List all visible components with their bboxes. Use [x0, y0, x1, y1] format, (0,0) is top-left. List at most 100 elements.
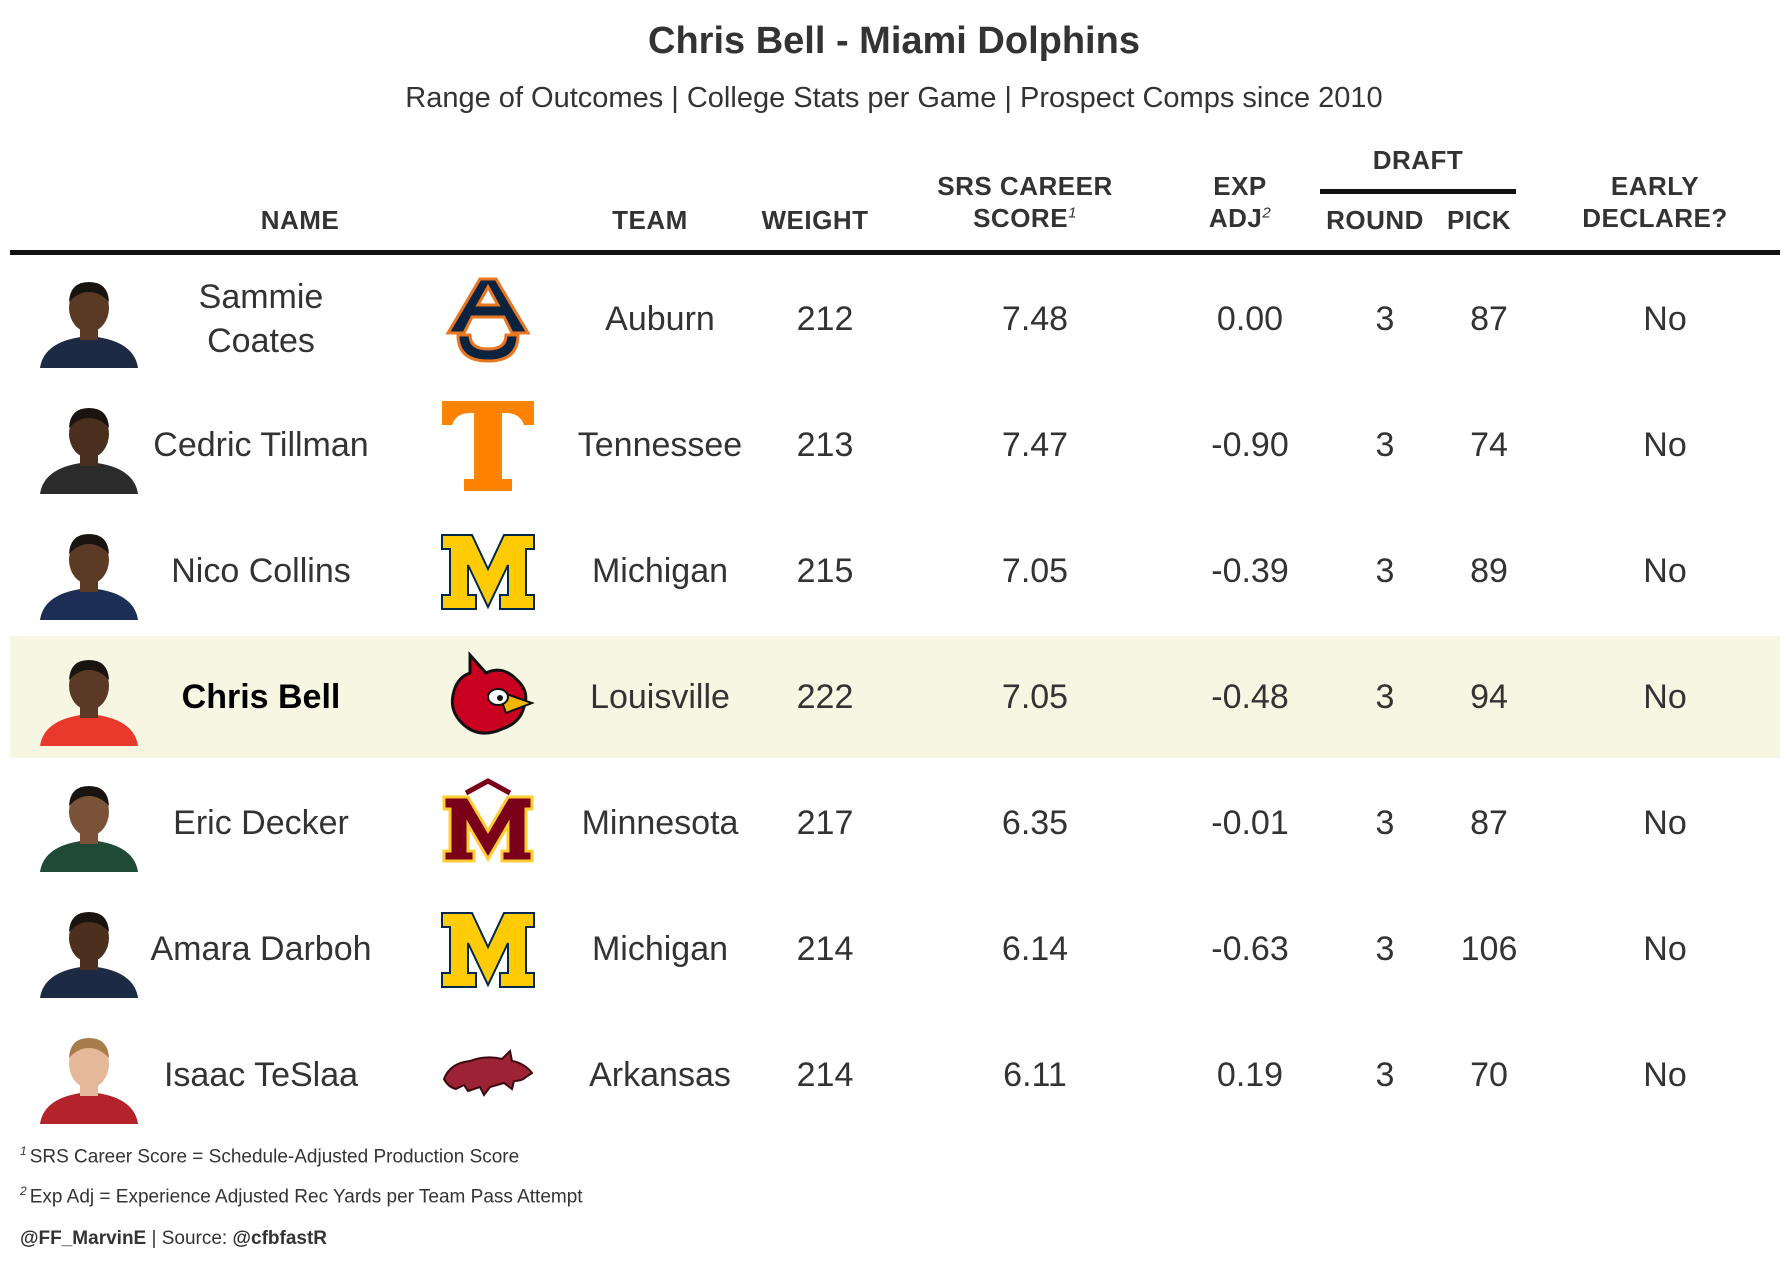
- cell-round: 3: [1375, 299, 1395, 338]
- cell-exp-adj: 0.00: [1216, 299, 1284, 338]
- cell-early: No: [1643, 929, 1687, 968]
- minnesota-logo: [440, 777, 536, 869]
- footnote-mark-1: 1: [1068, 204, 1077, 222]
- cell-srs: 6.14: [1001, 929, 1069, 968]
- header-early-line2: DECLARE?: [1582, 203, 1728, 233]
- cell-early: No: [1643, 677, 1687, 716]
- table-row: Nico Collins Michigan 215 7.05 -0.39 3 89 No: [10, 510, 1780, 632]
- louisville-logo: [440, 651, 536, 743]
- cell-srs: 7.48: [1001, 299, 1069, 338]
- cell-srs: 6.11: [1003, 1055, 1067, 1094]
- cell-team: Michigan: [591, 929, 729, 968]
- cell-round: 3: [1375, 929, 1395, 968]
- page-subtitle: Range of Outcomes | College Stats per Ga…: [405, 82, 1383, 114]
- cell-name: Chris Bell: [181, 678, 341, 716]
- cell-early: No: [1643, 425, 1687, 464]
- cell-weight: 215: [796, 551, 854, 590]
- cell-round: 3: [1375, 551, 1395, 590]
- player-headshot: [30, 522, 148, 620]
- cell-weight: 214: [796, 1055, 854, 1094]
- header-srs-line2: SCORE1: [973, 203, 1077, 233]
- credit-line: @FF_MarvinE | Source: @cfbfastR: [20, 1228, 327, 1250]
- header-exp-line2: ADJ2: [1208, 203, 1272, 233]
- cell-exp-adj: 0.19: [1216, 1055, 1284, 1094]
- cell-name: Cedric Tillman: [153, 426, 369, 464]
- cell-name: Amara Darboh: [150, 930, 372, 968]
- cell-weight: 217: [796, 803, 854, 842]
- cell-pick: 94: [1470, 677, 1508, 716]
- table-row: Amara Darboh Michigan 214 6.14 -0.63 3 106 No: [10, 888, 1780, 1010]
- player-headshot: [30, 774, 148, 872]
- cell-exp-adj: -0.90: [1211, 425, 1289, 464]
- cell-early: No: [1643, 803, 1687, 842]
- player-headshot: [30, 1026, 148, 1124]
- footnote-1: 1 SRS Career Score = Schedule-Adjusted Pr…: [20, 1144, 519, 1168]
- cell-pick: 70: [1470, 1055, 1508, 1094]
- cell-pick: 106: [1460, 929, 1518, 968]
- cell-exp-adj: -0.01: [1211, 803, 1289, 842]
- cell-weight: 222: [796, 677, 854, 716]
- cell-name: Eric Decker: [173, 804, 349, 842]
- footnote-2-mark: 2: [20, 1184, 27, 1198]
- player-headshot: [30, 396, 148, 494]
- cell-team: Minnesota: [581, 803, 739, 842]
- header-early-declare: EARLY DECLARE?: [1560, 170, 1750, 234]
- author-handle: @FF_MarvinE: [20, 1228, 147, 1249]
- footnote-2-text: Exp Adj = Experience Adjusted Rec Yards …: [29, 1186, 583, 1208]
- header-srs-line1: SRS CAREER: [937, 171, 1113, 201]
- header-early-line1: EARLY: [1610, 171, 1700, 201]
- tennessee-logo: [440, 399, 536, 491]
- header-team: TEAM: [612, 205, 688, 235]
- footnote-1-mark: 1: [20, 1144, 27, 1158]
- header-round: ROUND: [1326, 205, 1424, 235]
- header-weight: WEIGHT: [761, 205, 869, 235]
- table-row: Chris Bell Louisville 222 7.05 -0.48 3 94 No: [10, 636, 1780, 758]
- michigan-logo: [440, 525, 536, 617]
- cell-round: 3: [1375, 1055, 1395, 1094]
- table-row: Isaac TeSlaa Arkansas 214 6.11 0.19 3 70 No: [10, 1014, 1780, 1136]
- cell-team: Michigan: [591, 551, 729, 590]
- arkansas-logo: [440, 1029, 536, 1121]
- cell-srs: 7.47: [1001, 425, 1069, 464]
- auburn-logo: [440, 273, 536, 365]
- cell-team: Tennessee: [577, 425, 743, 464]
- header-rule: [10, 250, 1780, 255]
- cell-team: Auburn: [605, 299, 715, 338]
- cell-name: Isaac TeSlaa: [163, 1056, 359, 1094]
- cell-exp-adj: -0.48: [1211, 677, 1289, 716]
- draft-spanner-line: [1320, 189, 1516, 194]
- header-pick: PICK: [1446, 205, 1512, 235]
- player-headshot: [30, 648, 148, 746]
- michigan-logo: [440, 903, 536, 995]
- cell-early: No: [1643, 551, 1687, 590]
- page-title: Chris Bell - Miami Dolphins: [648, 20, 1140, 62]
- header-draft: DRAFT: [1372, 145, 1464, 175]
- cell-pick: 87: [1470, 299, 1508, 338]
- cell-weight: 214: [796, 929, 854, 968]
- cell-team: Louisville: [590, 677, 730, 716]
- cell-pick: 89: [1470, 551, 1508, 590]
- table-row: Eric Decker Minnesota 217 6.35 -0.01 3 87 No: [10, 762, 1780, 884]
- table-row: Cedric Tillman Tennessee 213 7.47 -0.90 3 74 No: [10, 384, 1780, 506]
- header-name: NAME: [260, 205, 340, 235]
- footnote-2: 2 Exp Adj = Experience Adjusted Rec Yards…: [20, 1184, 583, 1208]
- cell-round: 3: [1375, 803, 1395, 842]
- header-exp-line1: EXP: [1213, 171, 1267, 201]
- header-srs-career-score: SRS CAREER SCORE1: [910, 170, 1140, 234]
- cell-exp-adj: -0.63: [1211, 929, 1289, 968]
- cell-srs: 7.05: [1001, 677, 1069, 716]
- cell-round: 3: [1375, 425, 1395, 464]
- cell-team: Arkansas: [589, 1055, 731, 1094]
- cell-exp-adj: -0.39: [1211, 551, 1289, 590]
- header-exp-adj: EXP ADJ2: [1180, 170, 1300, 234]
- cell-name: Nico Collins: [171, 552, 351, 590]
- footnote-1-text: SRS Career Score = Schedule-Adjusted Pro…: [29, 1146, 520, 1168]
- table-row: Sammie Coates Auburn 212 7.48 0.00 3 87 No: [10, 258, 1780, 380]
- source-label: | Source:: [146, 1228, 233, 1249]
- cell-early: No: [1643, 1055, 1687, 1094]
- cell-early: No: [1643, 299, 1687, 338]
- cell-pick: 87: [1470, 803, 1508, 842]
- cell-round: 3: [1375, 677, 1395, 716]
- cell-weight: 212: [796, 299, 854, 338]
- player-headshot: [30, 900, 148, 998]
